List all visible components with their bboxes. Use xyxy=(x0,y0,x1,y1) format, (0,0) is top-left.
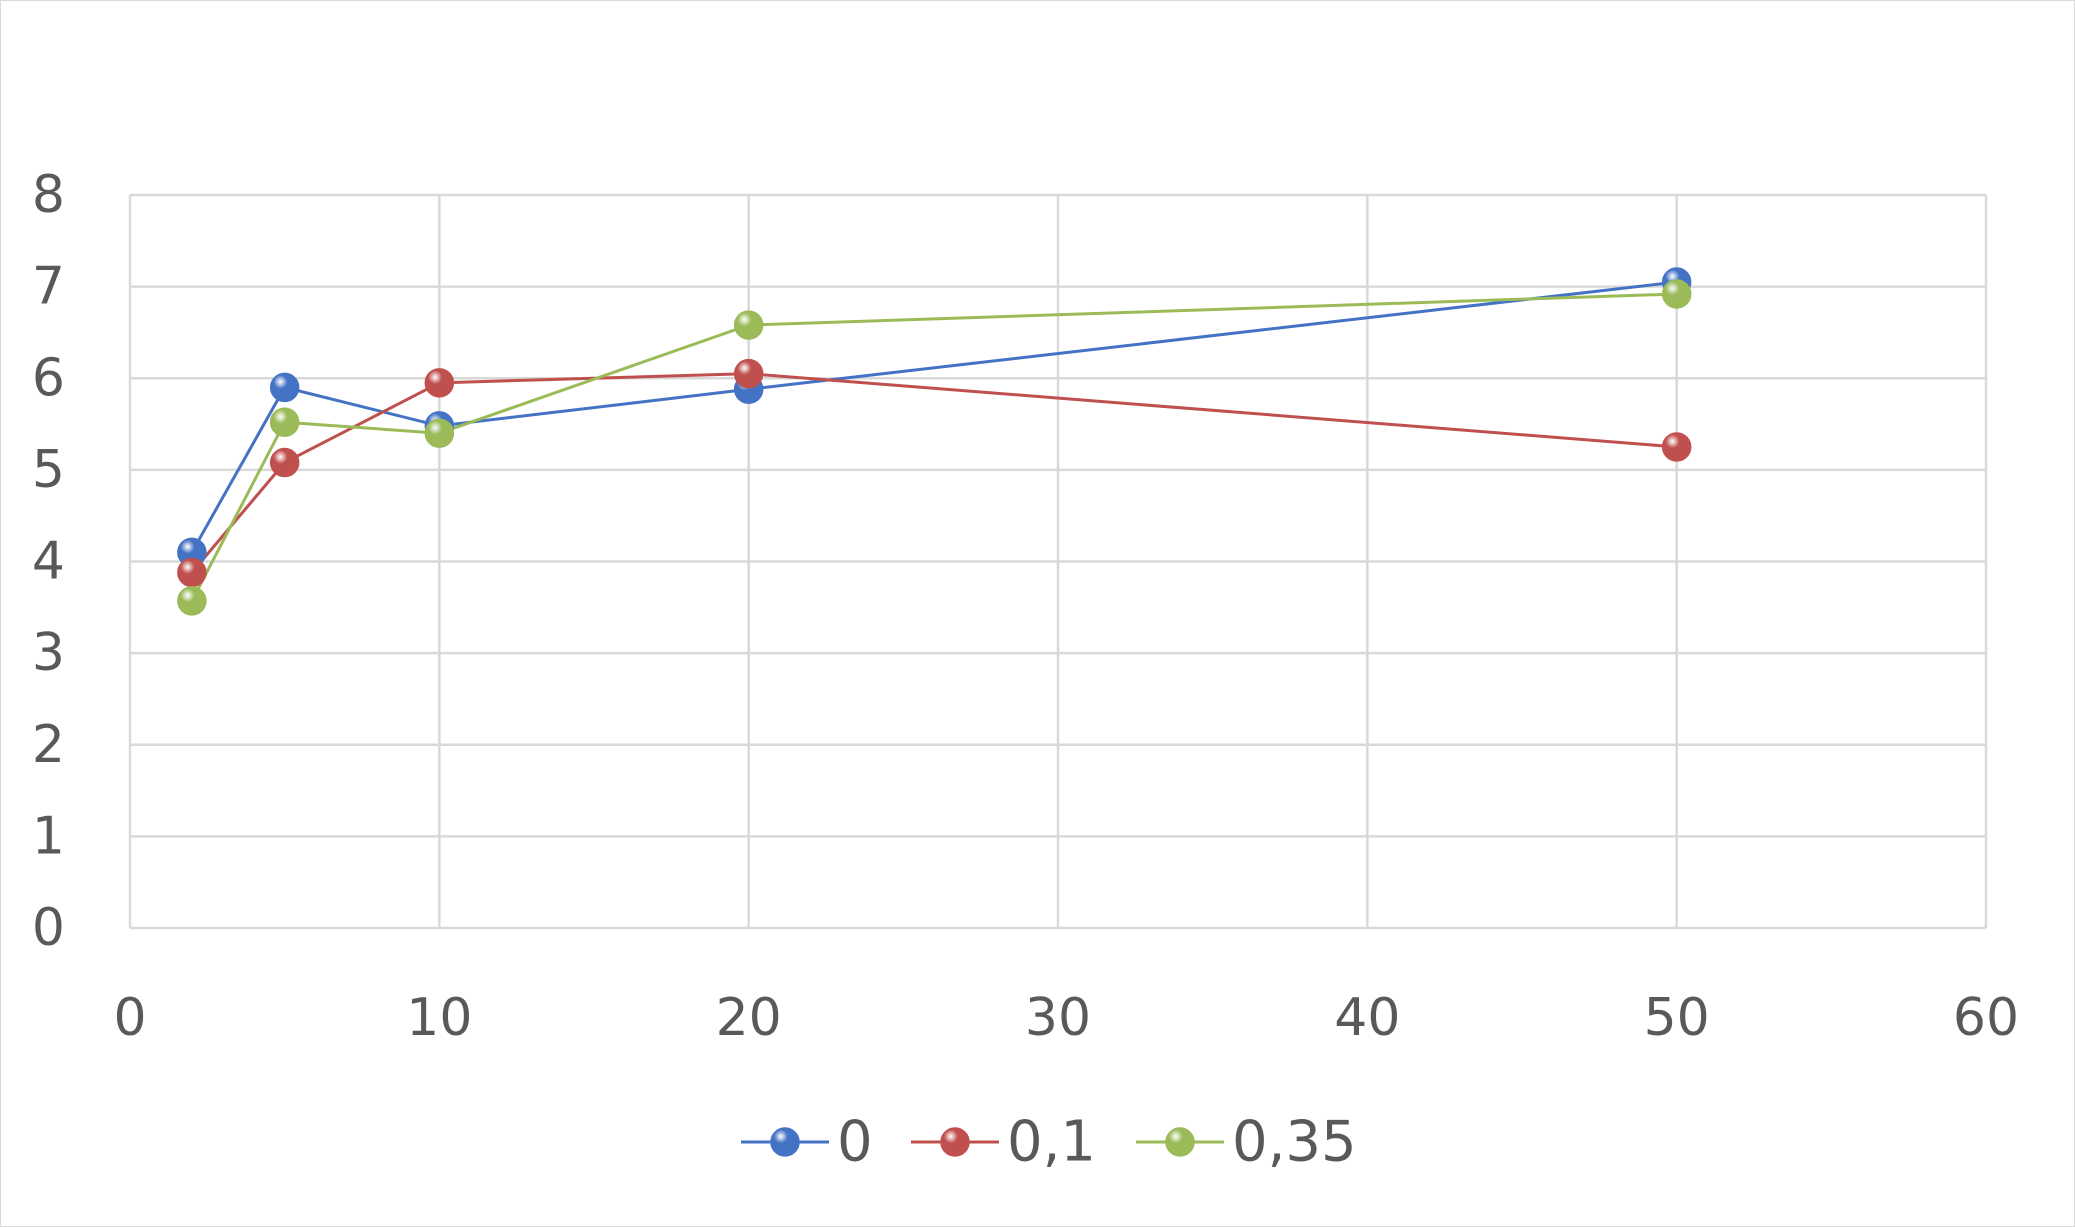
data-point xyxy=(1661,279,1692,309)
x-tick-label: 30 xyxy=(1025,988,1091,1048)
x-tick-label: 0 xyxy=(113,988,146,1048)
data-point xyxy=(177,586,207,616)
y-tick-label: 2 xyxy=(32,715,65,775)
data-point xyxy=(424,368,455,398)
y-tick-label: 7 xyxy=(32,257,65,317)
legend-item: 0,35 xyxy=(1136,1110,1357,1175)
y-tick-label: 8 xyxy=(32,165,65,225)
grid-lines xyxy=(128,193,1988,930)
legend: 0 0,1 0,35 xyxy=(741,1110,1357,1175)
axis-tick-labels: 0 1 2 3 4 5 6 7 8 0 10 20 30 40 50 60 xyxy=(32,165,2019,1048)
y-tick-label: 4 xyxy=(32,532,65,592)
x-tick-label: 20 xyxy=(716,988,782,1048)
y-tick-label: 6 xyxy=(32,348,65,408)
data-series xyxy=(177,267,1692,616)
data-point xyxy=(269,407,300,437)
data-point xyxy=(269,447,300,478)
x-tick-label: 10 xyxy=(406,988,472,1048)
legend-item: 0,1 xyxy=(911,1110,1096,1175)
data-point xyxy=(1661,432,1692,462)
data-point xyxy=(733,358,764,389)
y-tick-label: 0 xyxy=(32,898,65,958)
series-line xyxy=(190,372,1677,574)
y-tick-label: 1 xyxy=(32,806,65,866)
series-line xyxy=(190,292,1677,602)
y-tick-label: 5 xyxy=(32,440,65,500)
data-point xyxy=(177,557,207,588)
legend-item: 0 xyxy=(741,1110,873,1175)
data-point xyxy=(424,418,455,448)
legend-label: 0,1 xyxy=(1007,1110,1096,1175)
data-point xyxy=(733,310,764,340)
legend-label: 0 xyxy=(837,1110,873,1175)
legend-marker xyxy=(770,1127,800,1157)
data-point xyxy=(269,372,300,403)
x-tick-label: 40 xyxy=(1334,988,1400,1048)
x-tick-label: 60 xyxy=(1953,988,2019,1048)
series-line xyxy=(190,280,1677,554)
legend-label: 0,35 xyxy=(1232,1110,1357,1175)
legend-marker xyxy=(1165,1127,1195,1157)
legend-marker xyxy=(940,1127,970,1157)
x-tick-label: 50 xyxy=(1644,988,1710,1048)
y-tick-label: 3 xyxy=(32,623,65,683)
